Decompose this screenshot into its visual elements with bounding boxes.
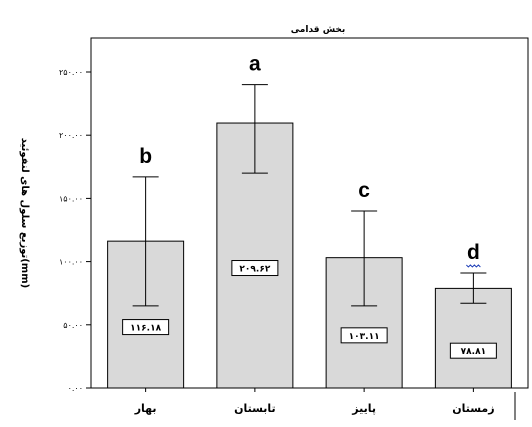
significance-letter: b (139, 145, 152, 168)
value-label: ۲۰۹.۶۲ (239, 265, 270, 275)
value-label-box (449, 342, 497, 359)
y-tick-label: ۱۵۰.۰۰ (59, 194, 83, 203)
category-label: پاییز (351, 402, 376, 415)
value-label-box (231, 260, 279, 277)
significance-letter: c (358, 179, 370, 202)
category-label: زمستان (452, 402, 494, 415)
spellcheck-underline (466, 264, 481, 268)
value-label: ۷۸.۸۱ (461, 347, 486, 357)
chart-title: بخش قدامی (291, 25, 346, 35)
y-tick-label: ۵۰.۰۰ (63, 321, 83, 330)
y-tick-label: ۰.۰۰ (68, 384, 83, 393)
category-label: بهار (134, 402, 157, 415)
value-label: ۱۰۳.۱۱ (349, 332, 380, 342)
y-tick-label: ۲۵۰.۰۰ (59, 68, 83, 77)
bar (434, 287, 512, 389)
bars-group: ۱۱۶.۱۸ b بهار ۲۰۹.۶۲ a تابستان ۱۰۳.۱۱ c پاییز ۷۸.… (107, 53, 512, 415)
y-tick-label: ۲۰۰.۰۰ (59, 131, 83, 140)
y-axis: ۰.۰۰ ۵۰.۰۰ ۱۰۰.۰۰ ۱۵۰.۰۰ ۲۰۰.۰۰ ۲۵۰.۰۰ (59, 68, 91, 393)
significance-letter: a (249, 53, 261, 76)
significance-letter: d (467, 241, 480, 264)
value-label-box (122, 319, 170, 336)
y-tick-label: ۱۰۰.۰۰ (59, 258, 83, 267)
category-label: تابستان (234, 402, 276, 415)
value-label-box (340, 327, 388, 344)
y-axis-label: توزیع سلول های لنفوئید(mm) (19, 138, 30, 288)
value-label: ۱۱۶.۱۸ (130, 324, 161, 334)
